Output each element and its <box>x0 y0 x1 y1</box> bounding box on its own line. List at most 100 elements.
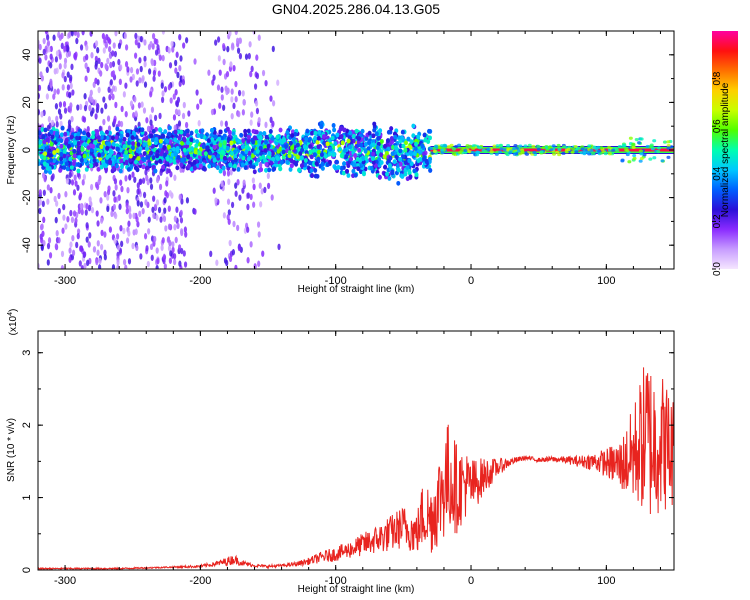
spectrogram-cell <box>84 62 88 69</box>
spectrogram-cell <box>573 144 578 149</box>
spectrogram-cell <box>316 149 321 155</box>
spectrogram-cell <box>420 143 425 149</box>
spectrogram-cell <box>143 55 147 63</box>
spectrogram-cell <box>275 155 280 161</box>
spectrogram-cell <box>288 140 293 146</box>
spectrogram-cell <box>42 48 46 56</box>
spectrogram-cell <box>38 130 42 136</box>
spectrogram-cell <box>108 226 112 233</box>
spectrogram-cell <box>405 165 410 170</box>
colorbar-tick-label: 0.0 <box>712 262 723 276</box>
spectrogram-cell <box>649 144 654 148</box>
spectrogram-cell <box>246 203 250 211</box>
spectrogram-cell <box>150 124 154 131</box>
y-tick-label: 3 <box>21 350 33 356</box>
spectrogram-cell <box>104 63 108 70</box>
colorbar-ticks: 0.0 0.2 0.4 0.6 0.8 <box>712 71 723 276</box>
spectrogram-cell <box>49 78 53 86</box>
spectrogram-cell <box>172 114 177 121</box>
spectrogram-cell <box>422 132 427 138</box>
spectrogram-cell <box>400 129 405 135</box>
spectrogram-cell <box>320 166 325 171</box>
spectrogram-cell <box>67 143 72 149</box>
spectrogram-cell <box>80 146 85 152</box>
spectrogram-cell <box>55 121 59 128</box>
spectrogram-cell <box>152 212 156 219</box>
spectrogram-cell <box>226 170 231 177</box>
spectrogram-cell <box>85 236 89 243</box>
spectrogram-cell <box>86 145 91 151</box>
spectrogram-cell <box>152 195 156 202</box>
spectrogram-cell <box>180 157 185 163</box>
spectrogram-cell <box>227 218 231 225</box>
spectrogram-cell <box>136 182 140 189</box>
spectrogram-cell <box>611 148 616 152</box>
spectrogram-cell <box>242 179 246 186</box>
spectrogram-cell <box>116 264 120 269</box>
spectrogram-cell <box>316 144 321 150</box>
spectrogram-cell <box>185 197 190 204</box>
spectrogram-cell <box>230 201 235 209</box>
spectrogram-cell <box>256 221 261 228</box>
spectrogram-cell <box>574 150 579 154</box>
spectrogram-cell <box>267 167 272 173</box>
spectrogram-cell <box>277 243 281 251</box>
spectrogram-cell <box>66 84 71 91</box>
x-tick-label: 0 <box>468 575 474 587</box>
spectrogram-cell <box>246 128 251 134</box>
spectrogram-cell <box>175 100 179 107</box>
spectrogram-cell <box>634 137 639 142</box>
spectrogram-cell <box>182 42 186 49</box>
spectrogram-cell <box>403 140 408 146</box>
spectrogram-cell <box>230 151 235 156</box>
spectrogram-cell <box>371 151 376 157</box>
spectrogram-cell <box>143 60 147 68</box>
spectrogram-cell <box>99 70 103 77</box>
spectrogram-cell <box>422 156 427 162</box>
spectrogram-cell <box>112 190 116 197</box>
spectrogram-cell <box>201 144 206 150</box>
colorbar-label: Normalized spectral amplitude <box>720 82 731 217</box>
spectrogram-cell <box>243 132 248 138</box>
spectrogram-cell <box>63 107 68 114</box>
spectrogram-cell <box>113 50 118 58</box>
spectrogram-cell <box>284 144 289 150</box>
spectrogram-cell <box>236 167 241 172</box>
spectrogram-cell <box>111 165 116 171</box>
spectrogram-cell <box>155 264 159 269</box>
spectrogram-cell <box>38 189 42 196</box>
spectrogram-cell <box>263 186 267 194</box>
spectrogram-cell <box>222 140 227 146</box>
spectrogram-cell <box>214 39 218 46</box>
spectrogram-cell <box>38 207 42 215</box>
spectrogram-cell <box>297 167 302 173</box>
spectrogram-cell <box>112 118 117 125</box>
spectrogram-cell <box>117 244 121 251</box>
spectrogram-cell <box>68 91 72 99</box>
y-tick-label: 20 <box>21 96 33 108</box>
spectrogram-cell <box>246 226 250 233</box>
spectrogram-cell <box>155 247 159 254</box>
spectrogram-cell <box>162 145 167 151</box>
spectrogram-cell <box>571 147 576 151</box>
spectrogram-cell <box>116 259 120 266</box>
spectrogram-cell <box>361 171 366 177</box>
spectrogram-cell <box>57 108 62 115</box>
spectrogram-cell <box>111 141 116 147</box>
spectrogram-cell <box>156 257 160 265</box>
spectrogram-cell <box>151 206 155 213</box>
spectrogram-cell <box>173 223 177 231</box>
spectrogram-cell <box>303 140 308 146</box>
spectrogram-cell <box>246 257 250 264</box>
spectrogram-cell <box>45 137 50 143</box>
spectrogram-cell <box>97 57 101 65</box>
spectrogram-cell <box>145 155 150 160</box>
spectrogram-cell <box>237 110 241 118</box>
snr-chart: -300 -200 -100 0 100 0 1 2 3 Height of straight… <box>6 309 675 595</box>
spectrogram-cell <box>372 121 377 127</box>
spectrogram-cell <box>55 130 60 136</box>
spectrogram-cell <box>379 139 384 144</box>
spectrogram-cell <box>213 134 218 140</box>
spectrogram-cell <box>122 91 126 98</box>
spectrogram-cell <box>660 159 665 163</box>
